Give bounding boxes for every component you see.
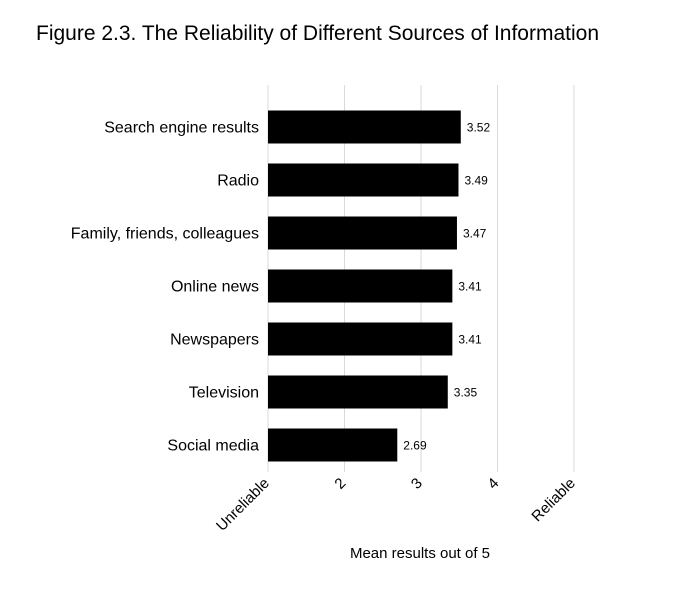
- value-label: 3.35: [454, 386, 478, 400]
- chart-title: Figure 2.3. The Reliability of Different…: [36, 22, 600, 45]
- bar: [268, 110, 461, 144]
- category-label: Social media: [167, 438, 259, 455]
- value-label: 3.47: [463, 227, 487, 241]
- x-tick-labels: Unreliable 2 3 4 Reliable: [213, 475, 579, 535]
- value-label: 2.69: [403, 439, 427, 453]
- value-labels: 3.52 3.49 3.47 3.41 3.41 3.35 2.69: [403, 121, 490, 453]
- category-label: Online news: [171, 279, 259, 296]
- category-label: Radio: [217, 173, 259, 190]
- category-labels: Search engine results Radio Family, friend…: [71, 120, 259, 455]
- value-label: 3.41: [458, 280, 482, 294]
- value-label: 3.41: [458, 333, 482, 347]
- x-axis-title: Mean results out of 5: [349, 545, 491, 562]
- bar: [268, 428, 398, 462]
- category-label: Search engine results: [104, 120, 259, 137]
- x-tick-label: Unreliable: [213, 475, 273, 535]
- x-tick-label: 3: [408, 475, 426, 493]
- bar: [268, 269, 453, 303]
- x-tick-label: Reliable: [528, 475, 578, 525]
- x-tick-label: 2: [331, 475, 349, 493]
- bars: [268, 110, 461, 462]
- category-label: Newspapers: [170, 332, 259, 349]
- x-tick-label: 4: [484, 475, 502, 493]
- category-label: Family, friends, colleagues: [71, 226, 259, 243]
- value-label: 3.52: [467, 121, 491, 135]
- bar: [268, 322, 453, 356]
- category-label: Television: [189, 385, 259, 402]
- bar: [268, 163, 459, 197]
- bar: [268, 375, 448, 409]
- value-label: 3.49: [464, 174, 488, 188]
- bar: [268, 216, 457, 250]
